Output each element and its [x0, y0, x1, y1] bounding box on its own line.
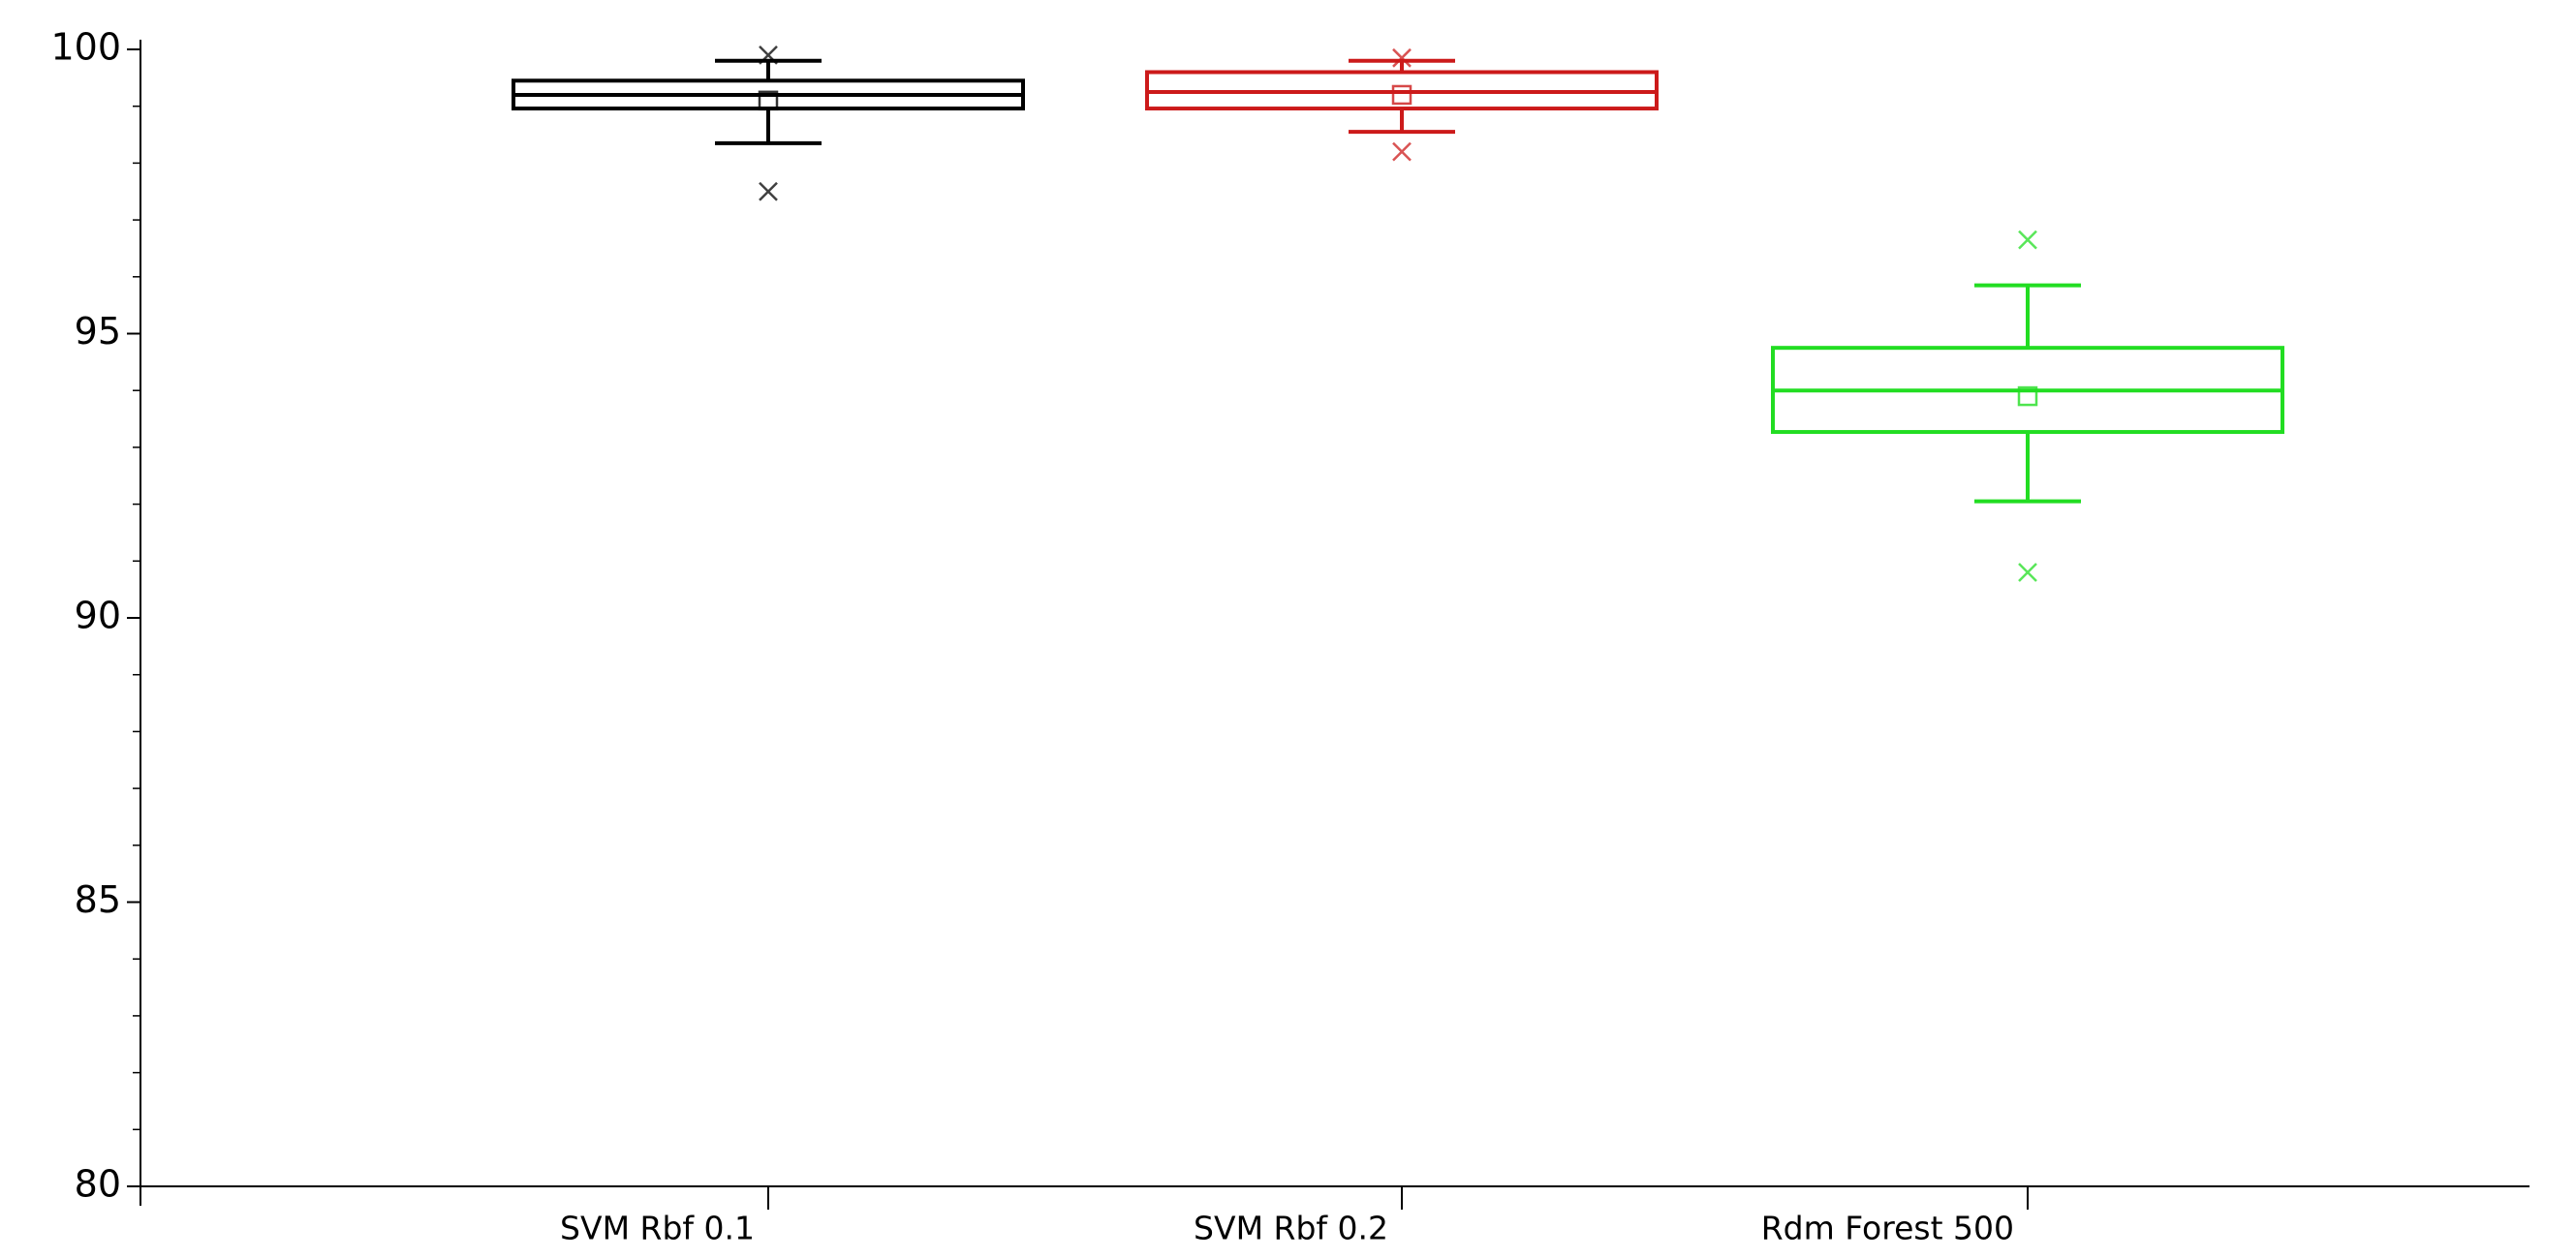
x-tick-label: SVM Rbf 0.1 — [560, 1210, 755, 1247]
y-tick-label: 80 — [75, 1163, 121, 1206]
outlier — [1392, 47, 1412, 68]
x-tick-label: SVM Rbf 0.2 — [1194, 1210, 1388, 1247]
outlier — [759, 45, 778, 65]
mean — [2017, 385, 2038, 407]
y-tick-label: 95 — [75, 310, 121, 353]
mean — [1391, 84, 1412, 106]
outlier — [1392, 141, 1412, 162]
y-tick-label: 100 — [50, 26, 121, 69]
y-tick-label: 85 — [75, 878, 121, 921]
x-tick-label: Rdm Forest 500 — [1761, 1210, 2014, 1247]
outlier — [2018, 563, 2037, 582]
mean — [758, 90, 779, 111]
outlier — [2018, 230, 2037, 250]
outlier — [759, 181, 778, 201]
y-tick-label: 90 — [75, 595, 121, 637]
